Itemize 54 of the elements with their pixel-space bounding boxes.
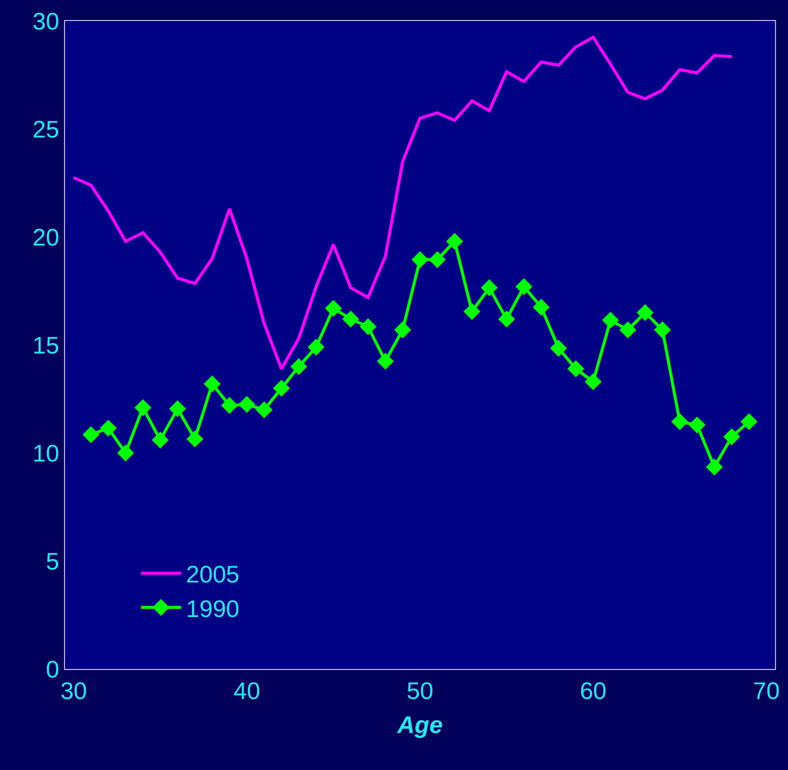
point [688, 416, 706, 434]
point [376, 352, 394, 370]
point [602, 312, 619, 329]
y-tick-label: 10 [32, 440, 60, 468]
point [412, 251, 428, 268]
point [82, 426, 100, 444]
point [671, 413, 688, 430]
point [394, 321, 412, 338]
x-tick-label: 60 [580, 678, 607, 705]
point [324, 300, 342, 317]
point [134, 399, 152, 416]
point [498, 310, 516, 328]
point [204, 375, 221, 392]
line-series [72, 36, 734, 370]
point [152, 432, 169, 448]
x-tick-label: 50 [406, 678, 434, 705]
point [221, 397, 238, 414]
point [723, 428, 740, 446]
y-tick-label: 0 [46, 656, 60, 684]
point [117, 444, 134, 462]
point [550, 340, 567, 357]
legend-label: 2005 [186, 562, 240, 589]
point [654, 321, 671, 338]
point [342, 310, 360, 328]
point [619, 321, 636, 338]
point [360, 318, 376, 336]
point [256, 401, 273, 418]
point [706, 458, 723, 476]
point [532, 298, 550, 316]
point [238, 396, 256, 413]
point [100, 420, 117, 437]
x-tick-label: 40 [233, 678, 260, 705]
point [290, 358, 308, 376]
x-axis-title: Age [396, 712, 443, 740]
point [515, 278, 532, 296]
y-tick-label: 20 [32, 224, 60, 252]
point [446, 232, 464, 250]
point [464, 303, 480, 320]
point [584, 373, 602, 390]
point [636, 304, 654, 322]
point [480, 279, 498, 296]
point [567, 360, 584, 378]
y-tick-label: 25 [32, 116, 60, 144]
point [740, 413, 758, 430]
x-tick-label: 70 [752, 678, 780, 705]
y-tick-label: 5 [46, 548, 60, 576]
point [273, 380, 290, 397]
y-tick-label: 30 [32, 8, 60, 36]
point [169, 400, 186, 418]
y-tick-label: 15 [32, 332, 60, 360]
point [308, 338, 325, 356]
legend-label: 1990 [186, 596, 240, 623]
point [428, 251, 446, 268]
point [186, 430, 204, 448]
